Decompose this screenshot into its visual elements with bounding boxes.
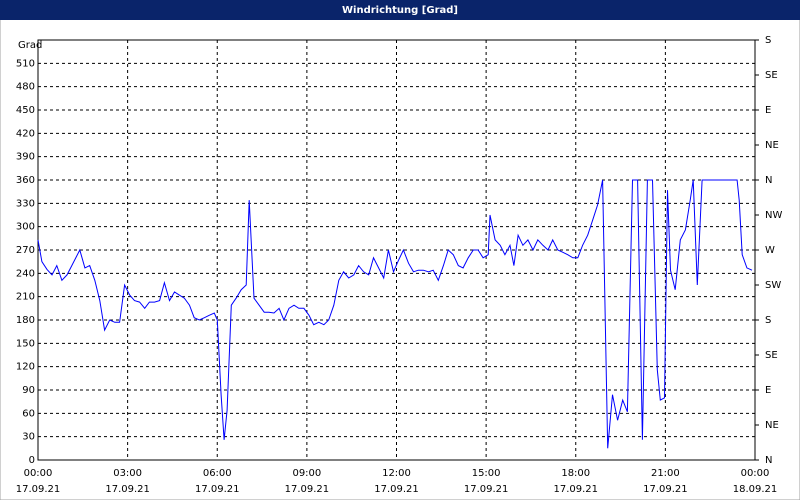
x-tick-label: 03:00 <box>113 468 142 479</box>
y2-tick-label: N <box>765 175 772 186</box>
chart-title: Windrichtung [Grad] <box>342 5 458 16</box>
x-tick-date: 17.09.21 <box>16 484 61 495</box>
x-tick-date: 17.09.21 <box>285 484 330 495</box>
y-tick-label: 480 <box>16 82 35 93</box>
x-tick-label: 15:00 <box>472 468 501 479</box>
y-tick-label: 30 <box>22 432 35 443</box>
y-tick-label: 300 <box>16 222 35 233</box>
y2-tick-label: N <box>765 455 772 466</box>
x-tick-date: 17.09.21 <box>374 484 419 495</box>
y-tick-label: 0 <box>29 455 35 466</box>
x-tick-date: 17.09.21 <box>553 484 598 495</box>
y2-tick-label: S <box>765 35 771 46</box>
y-tick-label: 330 <box>16 198 35 209</box>
y-tick-label: 90 <box>22 385 35 396</box>
data-line <box>37 179 753 449</box>
x-tick-date: 17.09.21 <box>105 484 150 495</box>
y-tick-label: 420 <box>16 128 35 139</box>
y-tick-label: 180 <box>16 315 35 326</box>
y2-tick-label: SE <box>765 350 778 361</box>
y2-tick-label: NE <box>765 140 779 151</box>
y-tick-label: 210 <box>16 292 35 303</box>
y-tick-label: 360 <box>16 175 35 186</box>
title-bar <box>0 0 800 20</box>
y-tick-label: 390 <box>16 152 35 163</box>
x-tick-label: 00:00 <box>741 468 770 479</box>
plot-border <box>37 39 756 461</box>
y-tick-label: 120 <box>16 362 35 373</box>
y2-tick-label: NE <box>765 420 779 431</box>
y-tick-label: 450 <box>16 105 35 116</box>
y-tick-label: 60 <box>22 408 35 419</box>
x-tick-label: 00:00 <box>24 468 53 479</box>
x-tick-label: 09:00 <box>292 468 321 479</box>
y-axis-label: Grad <box>18 40 42 51</box>
y2-tick-label: S <box>765 315 771 326</box>
x-tick-label: 21:00 <box>651 468 680 479</box>
y2-tick-label: SE <box>765 70 778 81</box>
y-tick-label: 150 <box>16 338 35 349</box>
y2-tick-label: SW <box>765 280 781 291</box>
y2-tick-label: E <box>765 105 771 116</box>
x-tick-date: 17.09.21 <box>643 484 688 495</box>
x-tick-label: 12:00 <box>382 468 411 479</box>
x-tick-date: 18.09.21 <box>733 484 778 495</box>
y2-tick-label: E <box>765 385 771 396</box>
x-tick-date: 17.09.21 <box>464 484 509 495</box>
y2-tick-label: NW <box>765 210 782 221</box>
y-tick-label: 270 <box>16 245 35 256</box>
y-tick-label: 510 <box>16 58 35 69</box>
y2-tick-label: W <box>765 245 775 256</box>
y-tick-label: 240 <box>16 268 35 279</box>
x-tick-label: 18:00 <box>561 468 590 479</box>
x-tick-date: 17.09.21 <box>195 484 240 495</box>
x-tick-label: 06:00 <box>203 468 232 479</box>
